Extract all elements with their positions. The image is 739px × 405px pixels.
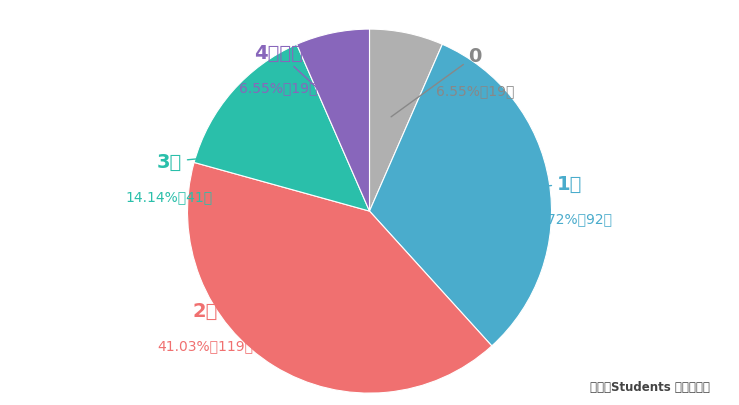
Text: 41.03%（119）: 41.03%（119） [157, 339, 253, 353]
Text: 出典：Students 編集部調べ: 出典：Students 編集部調べ [590, 380, 709, 393]
Wedge shape [296, 30, 370, 211]
Text: 1つ: 1つ [466, 175, 582, 196]
Text: 4つ以上: 4つ以上 [254, 44, 348, 117]
Text: 2つ: 2つ [193, 292, 317, 320]
Wedge shape [370, 30, 443, 211]
Wedge shape [194, 45, 370, 211]
Wedge shape [370, 45, 551, 346]
Text: 14.14%（41）: 14.14%（41） [126, 190, 213, 204]
Text: 6.55%（19）: 6.55%（19） [239, 81, 318, 95]
Text: 3つ: 3つ [157, 150, 295, 172]
Text: 0: 0 [391, 47, 482, 117]
Text: 6.55%（19）: 6.55%（19） [436, 85, 514, 98]
Wedge shape [188, 163, 491, 393]
Text: 31.72%（92）: 31.72%（92） [526, 211, 613, 226]
